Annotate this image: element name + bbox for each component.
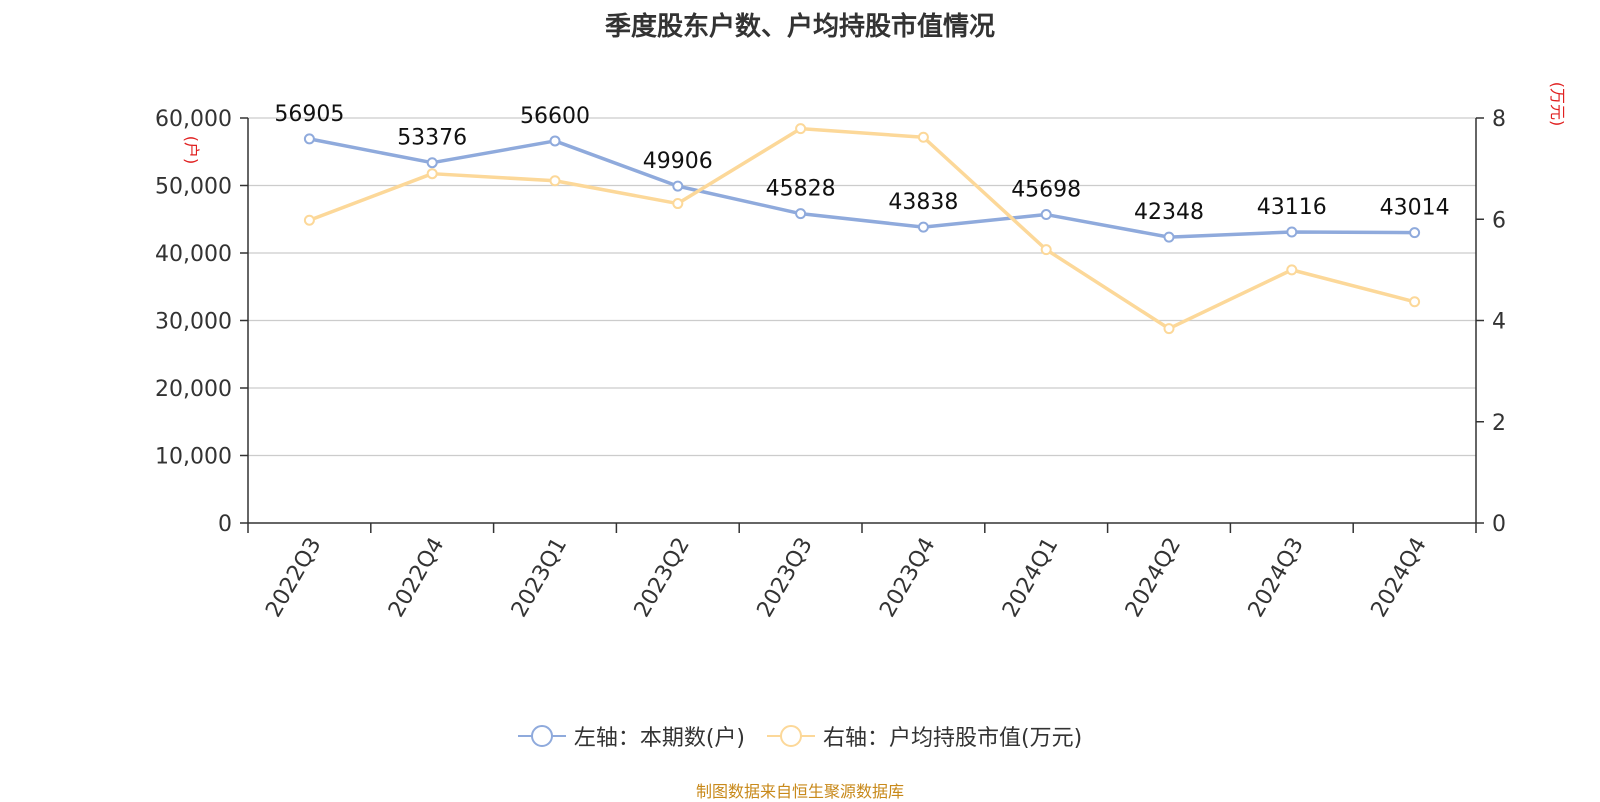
data-label: 53376: [397, 126, 467, 151]
legend-marker-yellow-icon: [767, 725, 815, 747]
legend-item-right-series[interactable]: 右轴：户均持股市值(万元): [767, 720, 1082, 752]
series-line-right: [308, 126, 1416, 331]
data-label: 56600: [520, 104, 590, 129]
data-point-right: [1163, 323, 1175, 335]
x-axis-tick-label: 2022Q4: [384, 534, 449, 622]
left-axis-tick-label: 50,000: [155, 175, 232, 200]
data-point-right: [1040, 244, 1052, 256]
right-axis-tick-label: 4: [1492, 310, 1506, 335]
x-axis-tick-label: 2023Q4: [875, 534, 940, 622]
x-axis-tick-label: 2022Q3: [261, 534, 326, 622]
data-point-right: [426, 168, 438, 180]
data-point-left: [1286, 226, 1298, 238]
data-labels: 56905 53376 56600 49906 45828 43838 45698 42348…: [274, 102, 1449, 225]
data-point-left: [1409, 227, 1421, 239]
left-axis-tick-label: 40,000: [155, 242, 232, 267]
x-axis-tick-label: 2024Q1: [998, 534, 1063, 622]
x-axis-tick-label: 2024Q3: [1244, 534, 1309, 622]
left-axis-unit-label: (户): [182, 136, 201, 165]
left-axis-tick-label: 10,000: [155, 445, 232, 470]
data-point-right: [549, 175, 561, 187]
data-point-right: [672, 198, 684, 210]
data-point-right: [795, 123, 807, 135]
right-axis-tick-label: 8: [1492, 107, 1506, 132]
series-line-left: [309, 137, 1415, 239]
right-axis-tick-label: 2: [1492, 411, 1506, 436]
source-note: 制图数据来自恒生聚源数据库: [695, 782, 904, 801]
data-label: 56905: [274, 102, 344, 127]
right-axis-unit-label: (万元): [1548, 82, 1567, 127]
left-axis-tick-label: 30,000: [155, 310, 232, 335]
data-label: 49906: [643, 149, 713, 174]
data-label: 43116: [1257, 195, 1327, 220]
data-point-left: [795, 208, 807, 220]
chart-title: 季度股东户数、户均持股市值情况: [604, 12, 995, 42]
data-point-left: [672, 180, 684, 192]
series: [303, 123, 1421, 335]
grid-lines: [248, 117, 1476, 457]
data-point-right: [917, 131, 929, 143]
data-point-left: [303, 133, 315, 145]
legend-marker-blue-icon: [517, 725, 566, 747]
x-axis-tick-label: 2024Q4: [1366, 534, 1431, 622]
legend: 左轴：本期数(户) 右轴：户均持股市值(万元): [0, 720, 1600, 752]
left-axis-tick-label: 60,000: [155, 107, 232, 132]
x-axis-tick-label: 2024Q2: [1121, 534, 1186, 622]
data-point-right: [1409, 296, 1421, 308]
data-point-left: [1163, 231, 1175, 243]
right-axis-tick-label: 0: [1492, 512, 1506, 537]
data-label: 42348: [1134, 200, 1204, 225]
data-point-right: [1286, 264, 1298, 276]
data-point-right: [303, 214, 315, 226]
data-point-left: [917, 221, 929, 233]
data-point-left: [1040, 209, 1052, 221]
x-axis-tick-label: 2023Q2: [630, 534, 695, 622]
legend-label-right-series: 右轴：户均持股市值(万元): [823, 726, 1083, 751]
x-axis-tick-label: 2023Q1: [507, 534, 572, 622]
data-label: 45698: [1011, 178, 1081, 203]
data-label: 43838: [888, 190, 958, 215]
data-label: 45828: [766, 177, 836, 202]
data-point-left: [426, 157, 438, 169]
axes: 0 10,000 20,000 30,000 40,000 50,000 60,000 0 2 4…: [155, 82, 1567, 622]
data-point-left: [549, 135, 561, 147]
left-axis-tick-label: 20,000: [155, 377, 232, 402]
left-axis-tick-label: 0: [218, 512, 232, 537]
legend-item-left-series[interactable]: 左轴：本期数(户): [517, 720, 745, 752]
data-label: 43014: [1380, 196, 1450, 221]
x-axis-tick-label: 2023Q3: [752, 534, 817, 622]
legend-label-left-series: 左轴：本期数(户): [573, 726, 745, 751]
right-axis-tick-label: 6: [1492, 208, 1506, 233]
